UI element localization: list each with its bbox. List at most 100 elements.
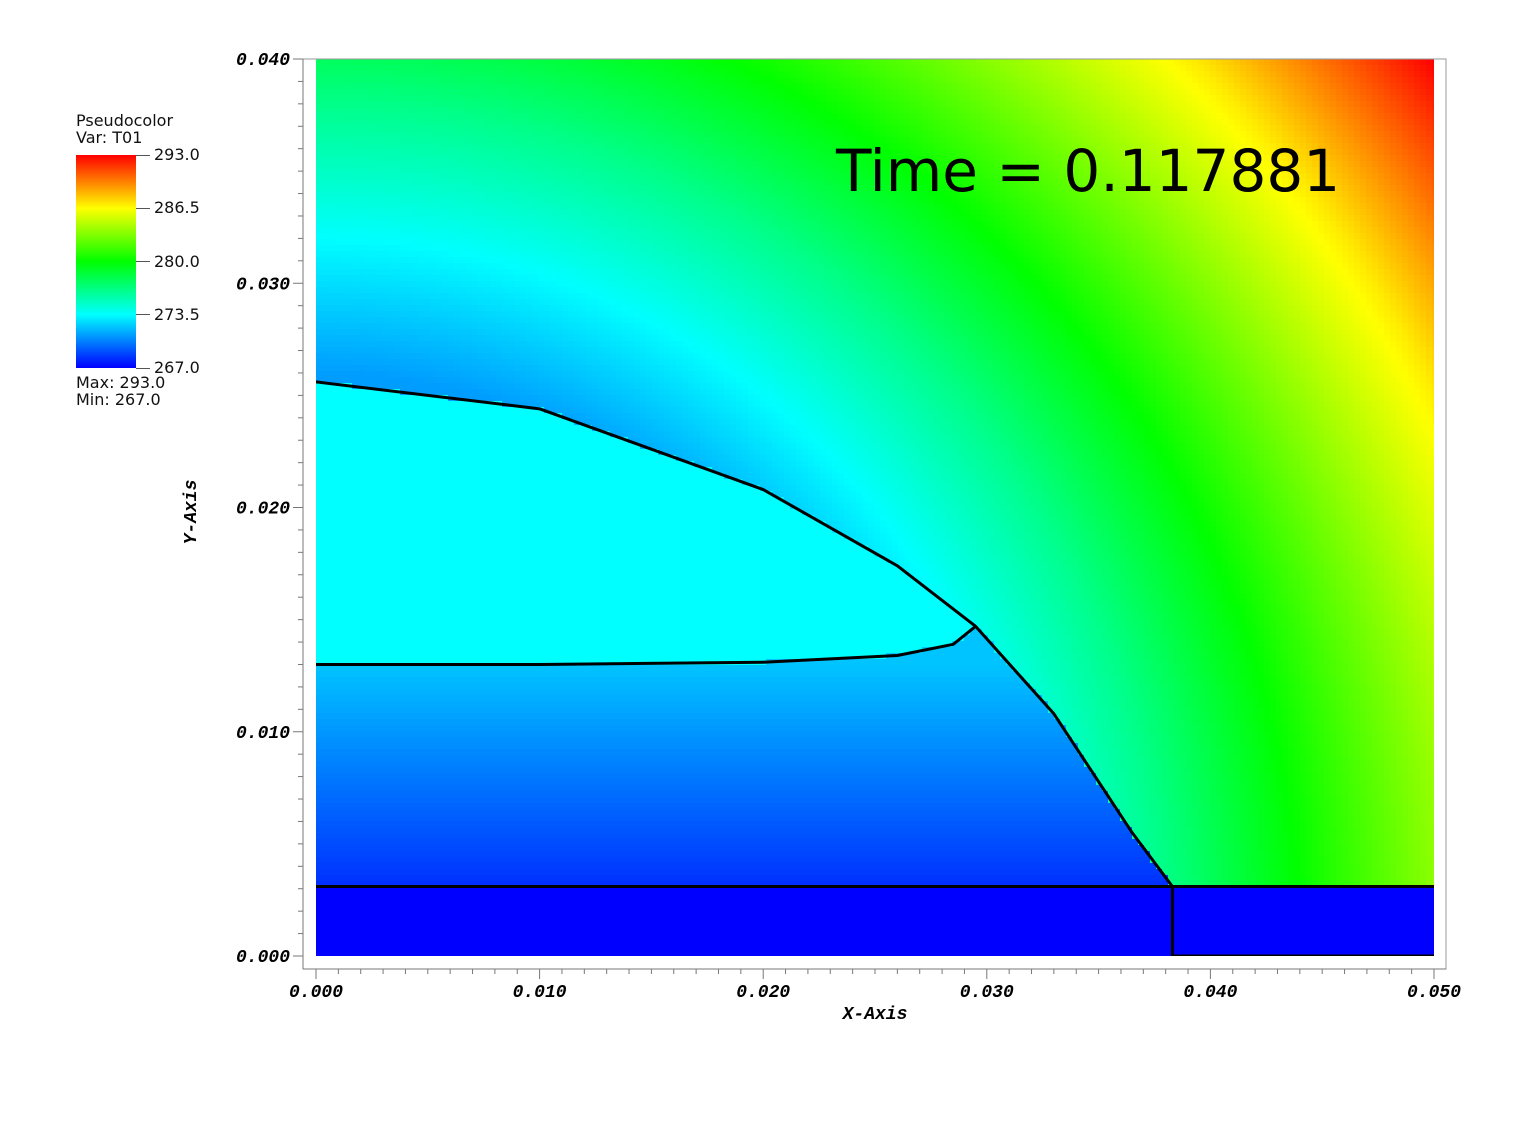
heatmap-cell xyxy=(400,179,407,186)
heatmap-cell xyxy=(658,101,665,108)
heatmap-cell xyxy=(682,179,689,186)
heatmap-cell xyxy=(364,107,371,114)
heatmap-cell xyxy=(760,71,767,78)
heatmap-cell xyxy=(1348,107,1355,114)
heatmap-cell xyxy=(328,149,335,156)
heatmap-cell xyxy=(1384,167,1391,174)
heatmap-cell xyxy=(580,65,587,72)
heatmap-cell xyxy=(1042,65,1049,72)
heatmap-cell xyxy=(898,71,905,78)
heatmap-cell xyxy=(418,167,425,174)
heatmap-cell xyxy=(886,95,893,102)
heatmap-cell xyxy=(322,191,329,198)
heatmap-cell xyxy=(520,137,527,144)
heatmap-cell xyxy=(1234,65,1241,72)
heatmap-cell xyxy=(454,209,461,216)
heatmap-cell xyxy=(694,143,701,150)
heatmap-cell xyxy=(778,65,785,72)
heatmap-cell xyxy=(646,95,653,102)
heatmap-cell xyxy=(1036,209,1043,216)
heatmap-cell xyxy=(370,77,377,84)
heatmap-cell xyxy=(478,155,485,162)
heatmap-cell xyxy=(826,185,833,192)
heatmap-cell xyxy=(616,155,623,162)
heatmap-cell xyxy=(1144,119,1151,126)
heatmap-cell xyxy=(670,77,677,84)
heatmap-cell xyxy=(796,131,803,138)
heatmap-cell xyxy=(340,215,347,222)
heatmap-cell xyxy=(640,167,647,174)
heatmap-cell xyxy=(616,191,623,198)
heatmap-cell xyxy=(1186,95,1193,102)
heatmap-cell xyxy=(664,209,671,216)
heatmap-cell xyxy=(604,209,611,216)
heatmap-cell xyxy=(496,125,503,132)
heatmap-cell xyxy=(1132,113,1139,120)
heatmap-cell xyxy=(568,173,575,180)
heatmap-cell xyxy=(682,95,689,102)
heatmap-cell xyxy=(322,161,329,168)
heatmap-cell xyxy=(634,107,641,114)
heatmap-cell xyxy=(502,191,509,198)
heatmap-cell xyxy=(670,149,677,156)
heatmap-cell xyxy=(1198,209,1205,216)
heatmap-cell xyxy=(646,179,653,186)
heatmap-cell xyxy=(736,65,743,72)
heatmap-cell xyxy=(394,197,401,204)
heatmap-cell xyxy=(1426,191,1433,198)
heatmap-cell xyxy=(484,101,491,108)
heatmap-cell xyxy=(988,95,995,102)
heatmap-cell xyxy=(1432,113,1439,120)
heatmap-cell xyxy=(1402,77,1409,84)
heatmap-cell xyxy=(700,173,707,180)
heatmap-cell xyxy=(694,89,701,96)
heatmap-cell xyxy=(826,65,833,72)
heatmap-cell xyxy=(694,119,701,126)
heatmap-cell xyxy=(1354,185,1361,192)
heatmap-cell xyxy=(352,173,359,180)
heatmap-cell xyxy=(1288,113,1295,120)
heatmap-cell xyxy=(1258,119,1265,126)
heatmap-cell xyxy=(1264,83,1271,90)
heatmap-cell xyxy=(892,71,899,78)
heatmap-cell xyxy=(610,59,617,66)
heatmap-cell xyxy=(364,119,371,126)
heatmap-cell xyxy=(874,119,881,126)
heatmap-cell xyxy=(682,65,689,72)
heatmap-cell xyxy=(532,149,539,156)
heatmap-cell xyxy=(1126,209,1133,216)
heatmap-cell xyxy=(664,197,671,204)
heatmap-cell xyxy=(766,191,773,198)
heatmap-cell xyxy=(478,77,485,84)
heatmap-cell xyxy=(1318,101,1325,108)
heatmap-cell xyxy=(370,215,377,222)
heatmap-cell xyxy=(1402,155,1409,162)
heatmap-cell xyxy=(946,95,953,102)
heatmap-cell xyxy=(676,119,683,126)
heatmap-cell xyxy=(454,149,461,156)
heatmap-cell xyxy=(1432,131,1439,138)
heatmap-cell xyxy=(328,107,335,114)
heatmap-cell xyxy=(1156,65,1163,72)
heatmap-cell xyxy=(766,125,773,132)
heatmap-cell xyxy=(472,197,479,204)
heatmap-cell xyxy=(1258,209,1265,216)
heatmap-cell xyxy=(646,197,653,204)
heatmap-cell xyxy=(424,101,431,108)
heatmap-cell xyxy=(982,77,989,84)
heatmap-cell xyxy=(520,179,527,186)
heatmap-cell xyxy=(1024,59,1031,66)
heatmap-cell xyxy=(1306,107,1313,114)
heatmap-cell xyxy=(1120,125,1127,132)
heatmap-cell xyxy=(652,215,659,222)
heatmap-cell xyxy=(592,191,599,198)
heatmap-cell xyxy=(1066,113,1073,120)
heatmap-cell xyxy=(586,167,593,174)
heatmap-cell xyxy=(1096,107,1103,114)
heatmap-cell xyxy=(502,143,509,150)
heatmap-cell xyxy=(718,65,725,72)
heatmap-cell xyxy=(352,71,359,78)
heatmap-cell xyxy=(694,209,701,216)
heatmap-cell xyxy=(1294,89,1301,96)
heatmap-cell xyxy=(712,83,719,90)
